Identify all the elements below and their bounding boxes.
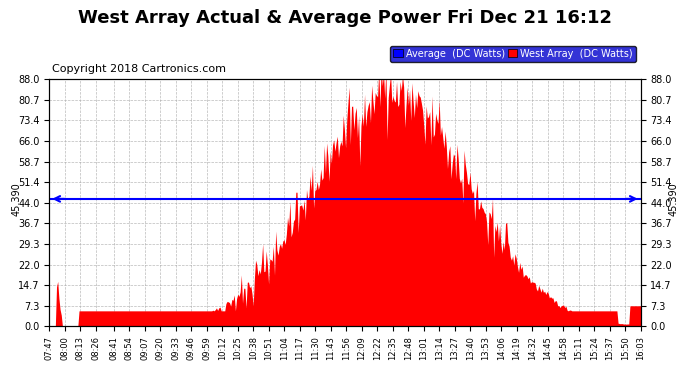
Legend: Average  (DC Watts), West Array  (DC Watts): Average (DC Watts), West Array (DC Watts…: [390, 46, 635, 62]
Text: West Array Actual & Average Power Fri Dec 21 16:12: West Array Actual & Average Power Fri De…: [78, 9, 612, 27]
Text: 45.390: 45.390: [12, 182, 22, 216]
Text: Copyright 2018 Cartronics.com: Copyright 2018 Cartronics.com: [52, 64, 226, 74]
Text: 45.390: 45.390: [668, 182, 678, 216]
